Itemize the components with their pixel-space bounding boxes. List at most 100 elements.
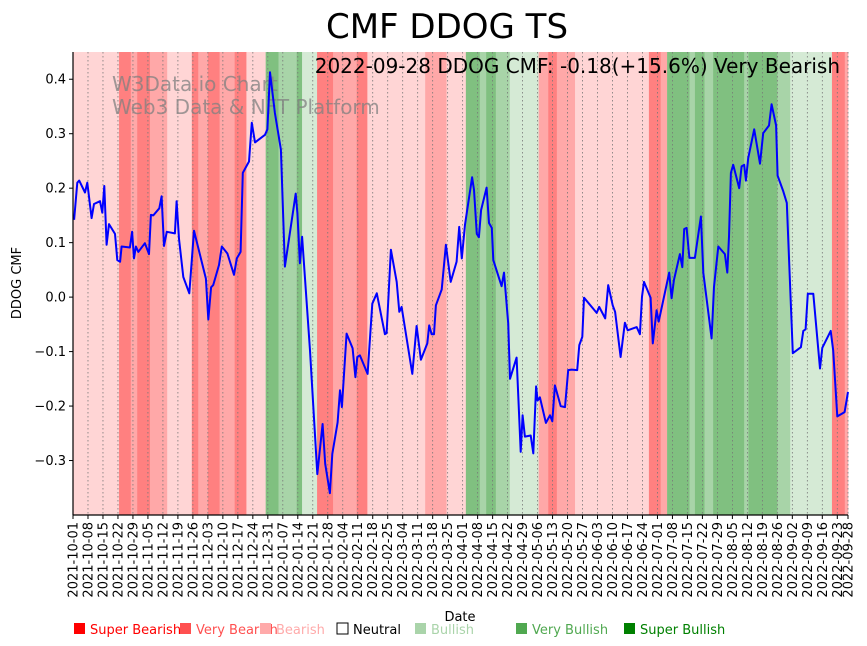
x-tick-label: 2022-07-15 [681,522,696,598]
chart-annotation: 2022-09-28 DDOG CMF: -0.18(+15.6%) Very … [315,54,840,78]
band-bearish [446,52,467,515]
y-tick-label: 0.3 [45,127,66,142]
band-super-bearish [317,52,334,515]
y-tick-label: 0.2 [45,182,66,197]
y-axis-label: DDOG CMF [10,247,25,319]
y-tick-label: −0.3 [34,454,66,469]
band-very-bullish [278,52,298,515]
legend-label: Super Bearish [90,623,181,638]
legend-item: Super Bullish [624,623,725,638]
band-very-bullish [704,52,714,515]
x-tick-label: 2022-06-03 [591,522,606,598]
legend-label: Super Bullish [640,623,725,638]
x-tick-label: 2022-09-09 [801,522,816,598]
x-tick-label: 2022-01-21 [306,522,321,598]
x-tick-label: 2021-12-10 [216,522,231,598]
x-tick-label: 2021-11-26 [186,522,201,598]
x-tick-label: 2022-09-23 [831,522,846,598]
band-very-bearish [556,52,576,515]
band-super-bullish [713,52,745,515]
y-tick-label: −0.2 [34,400,66,415]
legend-label: Bearish [276,623,325,638]
y-tick-label: 0.4 [45,73,66,88]
x-tick-label: 2022-08-12 [741,522,756,598]
band-super-bullish [265,52,279,515]
band-very-bearish [333,52,357,515]
x-tick-label: 2022-04-01 [456,522,471,598]
band-super-bullish [694,52,705,515]
legend-item: Super Bearish [74,623,181,638]
legend-swatch [260,623,271,634]
x-tick-label: 2021-10-08 [81,522,96,598]
x-axis-label: Date [444,610,475,625]
y-tick-label: −0.1 [34,345,66,360]
chart-title: CMF DDOG TS [326,7,568,47]
band-very-bearish [198,52,209,515]
band-super-bullish [465,52,481,515]
band-bearish [73,52,120,515]
x-tick-label: 2022-06-17 [621,522,636,598]
legend-item: Bullish [415,623,474,638]
x-tick-label: 2021-10-29 [126,522,141,598]
axes: 2021-10-01 2021-10-08 2021-10-15 2021-10-22… [34,52,857,598]
x-tick-label: 2022-08-19 [756,522,771,598]
x-tick-label: 2022-03-25 [441,522,456,598]
x-tick-label: 2022-09-02 [786,522,801,598]
x-tick-label: 2022-05-27 [576,522,591,598]
x-tick-label: 2022-09-28 [842,522,857,598]
band-super-bearish [548,52,558,515]
band-super-bearish [137,52,151,515]
x-tick-label: 2021-11-12 [156,522,171,598]
x-tick-label: 2022-04-29 [516,522,531,598]
band-super-bullish [296,52,303,515]
x-tick-label: 2022-01-14 [291,522,306,598]
band-very-bearish [150,52,168,515]
watermark-line-1: W3Data.io Chart [112,72,278,96]
legend-item: Very Bullish [516,623,608,638]
band-very-bearish [425,52,447,515]
legend-label: Neutral [353,623,401,638]
band-very-bearish [130,52,138,515]
band-super-bearish [234,52,247,515]
band-very-bearish [538,52,549,515]
band-super-bearish [119,52,132,515]
band-very-bullish [777,52,791,515]
x-tick-label: 2022-02-04 [336,522,351,598]
x-tick-label: 2022-07-08 [666,522,681,598]
x-tick-label: 2022-05-13 [546,522,561,598]
legend-item: Very Bearish [180,623,278,638]
legend-swatch [180,623,191,634]
x-tick-label: 2022-03-04 [396,522,411,598]
x-tick-label: 2022-03-18 [426,522,441,598]
x-tick-label: 2022-06-24 [636,522,651,598]
x-tick-label: 2022-01-07 [276,522,291,598]
x-tick-label: 2021-10-22 [111,522,126,598]
y-tick-label: 0.0 [45,291,66,306]
x-tick-label: 2021-11-19 [171,522,186,598]
x-tick-label: 2022-09-16 [816,522,831,598]
x-tick-label: 2021-11-05 [141,522,156,598]
band-super-bearish [191,52,199,515]
x-tick-label: 2021-12-03 [201,522,216,598]
legend-swatch [415,623,426,634]
x-tick-label: 2022-04-22 [501,522,516,598]
x-tick-label: 2022-08-26 [771,522,786,598]
legend-swatch [624,623,635,634]
band-super-bullish [667,52,690,515]
band-bullish [790,52,833,515]
y-tick-label: 0.1 [45,236,66,251]
band-super-bearish [356,52,368,515]
band-bearish [246,52,266,515]
x-tick-label: 2022-07-22 [696,522,711,598]
x-tick-label: 2021-12-31 [261,522,276,598]
legend-item: Neutral [336,622,401,638]
x-tick-label: 2022-07-01 [651,522,666,598]
band-bearish [167,52,193,515]
x-tick-label: 2022-06-10 [606,522,621,598]
watermark-line-2: Web3 Data & NFT Platform [112,95,380,119]
legend-item: Bearish [260,623,325,638]
sentiment-bands [73,52,849,515]
band-very-bullish [744,52,749,515]
x-tick-label: 2022-02-18 [366,522,381,598]
x-tick-label: 2022-08-05 [726,522,741,598]
